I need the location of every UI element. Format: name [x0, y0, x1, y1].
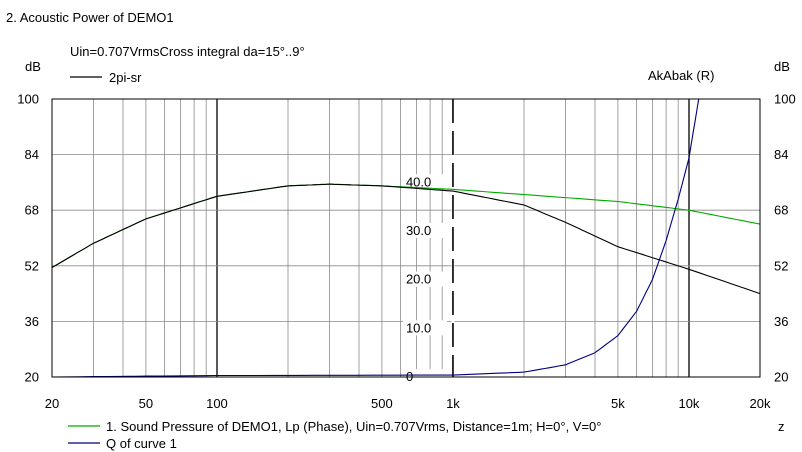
y-tick-label-right: 68 — [774, 203, 788, 218]
legend-q-label: Q of curve 1 — [106, 436, 177, 451]
q-tick-label-bg — [402, 222, 447, 238]
y-tick-label-left: 52 — [25, 258, 39, 273]
right-axis-unit: dB — [774, 59, 790, 74]
q-tick-label: 10.0 — [406, 320, 431, 335]
left-axis-unit: dB — [25, 59, 41, 74]
y-tick-label-right: 52 — [774, 258, 788, 273]
legend-2pi-sr-label: 2pi-sr — [109, 70, 142, 85]
chart-subtitle: Uin=0.707VrmsCross integral da=15°..9° — [70, 44, 305, 59]
y-tick-label-right: 100 — [774, 92, 796, 107]
y-tick-label-right: 84 — [774, 147, 788, 162]
right-axis-title: AkAbak (R) — [648, 68, 714, 83]
q-tick-label: 40.0 — [406, 174, 431, 189]
x-tick-label: 500 — [371, 396, 393, 411]
x-tick-label: 5k — [611, 396, 625, 411]
legend-sound-pressure-label: 1. Sound Pressure of DEMO1, Lp (Phase), … — [106, 419, 602, 434]
x-tick-label: 1k — [446, 396, 460, 411]
x-tick-label: 100 — [206, 396, 228, 411]
q-tick-label-bg — [402, 174, 447, 190]
x-tick-label: 20 — [45, 396, 59, 411]
y-tick-label-right: 20 — [774, 370, 788, 385]
series-lines — [51, 98, 761, 378]
series-line-3 — [51, 98, 760, 378]
y-tick-label-left: 68 — [25, 203, 39, 218]
q-tick-label: 30.0 — [406, 223, 431, 238]
legend-truncated-suffix: z — [778, 419, 785, 434]
q-tick-label-bg — [402, 320, 447, 336]
q-tick-labels: 40.030.020.010.00 — [402, 174, 447, 384]
y-tick-label-left: 36 — [25, 314, 39, 329]
y-tick-labels: 100 100 84 84 68 68 52 52 36 36 20 20 — [17, 92, 795, 385]
q-tick-label: 20.0 — [406, 272, 431, 287]
x-tick-label: 50 — [139, 396, 153, 411]
grid — [52, 98, 760, 378]
q-tick-label-bg — [402, 271, 447, 287]
x-tick-label: 10k — [678, 396, 699, 411]
series-line-2 — [51, 183, 761, 295]
y-tick-label-left: 84 — [25, 147, 39, 162]
x-tick-labels: 20 50 100 500 1k 5k 10k 20k — [45, 396, 771, 411]
chart-title: 2. Acoustic Power of DEMO1 — [6, 10, 174, 25]
x-tick-label: 20k — [750, 396, 771, 411]
y-tick-label-right: 36 — [774, 314, 788, 329]
plot-frame — [51, 98, 761, 378]
y-tick-label-left: 20 — [25, 370, 39, 385]
y-tick-label-left: 100 — [17, 92, 39, 107]
